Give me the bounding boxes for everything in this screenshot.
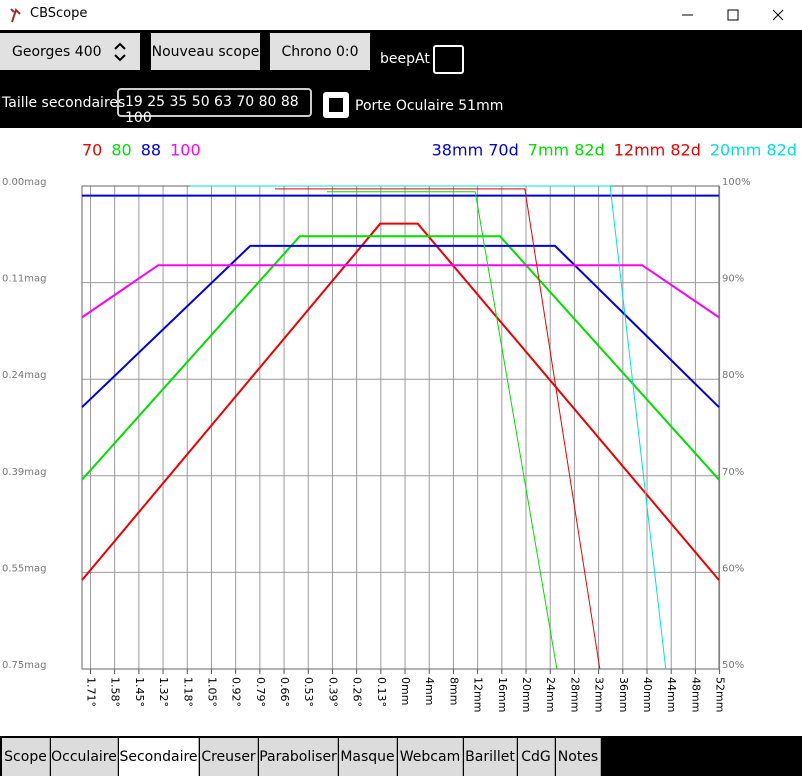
tab[interactable]: CdG [518,738,555,776]
series-line [81,264,720,319]
tab[interactable]: Notes [556,738,601,776]
tab[interactable]: Masque [339,738,397,776]
chrono-button[interactable]: Chrono 0:0 [270,33,370,70]
tab[interactable]: Secondaire [119,738,199,776]
legend-entry: 20mm 82d [710,141,797,160]
legend-entry: 12mm 82d [614,141,701,160]
x-tick-label: 48mm [689,677,702,712]
y-tick-label: 0.75mag [2,660,46,671]
y-tick-label: 0.11mag [2,274,46,285]
x-tick-label: 44mm [665,677,678,712]
x-tick-label: 0.13° [375,677,388,707]
x-tick-label: 0.39° [326,677,339,707]
x-tick-label: 0.92° [230,677,243,707]
x-tick-label: 1.18° [181,677,194,707]
legend-entry: 80 [111,141,131,160]
series-line [81,222,720,581]
chart: 1.71° 1.58° 1.45° 1.32° 1.18° 1.05° 0.92° 0.79°… [2,141,797,713]
tab[interactable]: Barillet [464,738,517,776]
x-tick-label: 32mm [593,677,606,712]
series-line [81,235,720,481]
y2-tick-label: 90% [722,274,744,285]
y-tick-label: 0.24mag [2,370,46,381]
focuser-checkbox[interactable] [323,92,349,118]
x-tick-label: 36mm [617,677,630,712]
secondary-input[interactable]: 19 25 35 50 63 70 80 88 100 [117,88,312,126]
legend-entry: 7mm 82d [528,141,605,160]
scope-name: Georges 400 [12,43,102,60]
series-line [327,191,558,670]
legend-entry: 38mm 70d [432,141,519,160]
scope-select[interactable]: Georges 400 [0,33,140,70]
legend-entry: 70 [82,141,102,160]
tab[interactable]: Occulaire [51,738,118,776]
y2-tick-label: 100% [722,177,751,188]
x-tick-label: 1.45° [133,677,146,707]
x-tick-label: 52mm [714,677,727,712]
window-title: CBScope [30,6,88,21]
legend-entry: 100 [170,141,201,160]
x-tick-label: 12mm [472,677,485,712]
spinner [114,42,126,62]
app-icon [10,8,21,23]
y-tick-label: 0.55mag [2,563,46,574]
x-tick-label: 0.79° [254,677,267,707]
x-tick-label: 24mm [544,677,557,712]
x-tick-label: 28mm [568,677,581,712]
x-tick-label: 0.66° [278,677,291,707]
focuser-label: Porte Oculaire 51mm [355,98,504,114]
beep-checkbox[interactable] [433,45,464,74]
y-tick-label: 0.00mag [2,177,46,188]
x-tick-label: 8mm [447,677,460,705]
y-tick-label: 0.39mag [2,467,46,478]
secondary-label: Taille secondaires [2,95,126,111]
new-scope-button[interactable]: Nouveau scope [151,33,260,70]
tab[interactable]: Webcam [398,738,463,776]
y2-tick-label: 70% [722,467,744,478]
legend-entry: 88 [141,141,161,160]
series-line [190,185,667,670]
x-tick-label: 1.05° [205,677,218,707]
x-tick-label: 20mm [520,677,533,712]
y2-tick-label: 80% [722,370,744,381]
x-tick-label: 40mm [641,677,654,712]
x-tick-label: 16mm [496,677,509,712]
tab[interactable]: Creuser [200,738,258,776]
series-line [81,244,720,408]
x-tick-label: 4mm [423,677,436,705]
x-tick-label: 0mm [399,677,412,705]
window-controls[interactable] [660,0,802,30]
title-bar: CBScope [0,0,802,30]
x-tick-label: 1.71° [84,677,97,707]
tab[interactable]: Paraboliser [259,738,338,776]
plot-frame [81,185,720,670]
y2-tick-label: 50% [722,660,744,671]
x-tick-label: 1.58° [109,677,122,707]
y2-tick-label: 60% [722,563,744,574]
x-tick-label: 1.32° [157,677,170,707]
x-tick-label: 0.26° [351,677,364,707]
tab[interactable]: Scope [2,738,50,776]
series-line [274,188,601,670]
beep-label: beepAt [380,51,430,67]
x-tick-label: 0.53° [302,677,315,707]
